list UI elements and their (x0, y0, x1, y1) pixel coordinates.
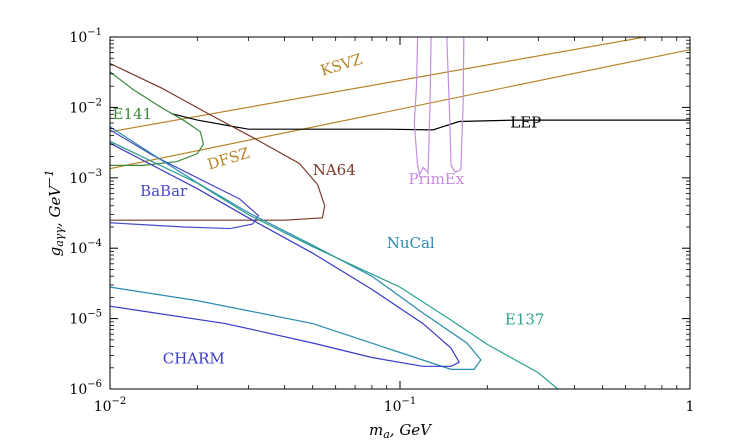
x-tick-base: 10 (384, 399, 402, 415)
y-tick-label: 10−5 (69, 309, 102, 328)
x-tick-base: 1 (686, 399, 695, 415)
y-axis-label-sub: aγγ (53, 227, 66, 247)
curve-charm (110, 142, 461, 367)
y-axis-label: gaγγ, GeV−1 (43, 170, 66, 257)
x-tick-exp: −2 (112, 396, 127, 407)
chart-curves (110, 37, 690, 389)
label-lep: LEP (510, 113, 541, 131)
x-tick-label: 10−2 (94, 396, 127, 415)
region-labels: KSVZDFSZLEPPrimExE141NA64BaBarNuCalE137C… (112, 50, 544, 368)
x-axis-label-sub: a (383, 428, 390, 441)
y-tick-base: 10 (69, 312, 87, 328)
axis-ticks: 10−2 10−1 110−610−510−410−310−210−1 (69, 27, 694, 415)
x-axis-label: ma, GeV (369, 421, 433, 441)
curve-primex (413, 37, 465, 177)
y-tick-exp: −1 (87, 27, 102, 38)
y-tick-exp: −6 (87, 379, 102, 390)
label-ksvz: KSVZ (318, 50, 364, 80)
y-tick-base: 10 (69, 171, 87, 187)
curve-e137 (110, 140, 559, 389)
label-na64: NA64 (313, 161, 356, 179)
curve-nucal (110, 126, 482, 370)
curve-babar (110, 129, 260, 230)
label-charm: CHARM (163, 350, 225, 368)
curve-na64 (110, 62, 326, 221)
y-tick-label: 10−1 (69, 27, 102, 46)
curve-dfsz (110, 49, 690, 170)
y-tick-exp: −2 (87, 97, 102, 108)
label-e141: E141 (112, 105, 152, 123)
x-tick-label: 10−1 (384, 396, 417, 415)
curve-e141 (110, 71, 205, 166)
label-nucal: NuCal (387, 234, 435, 252)
curve-lep (170, 112, 690, 131)
label-e137: E137 (505, 311, 545, 329)
y-tick-exp: −4 (87, 238, 102, 249)
plot-frame (109, 36, 691, 390)
y-tick-label: 10−4 (69, 238, 102, 257)
y-axis-label-unit: , GeV (46, 184, 64, 227)
y-tick-label: 10−3 (69, 168, 102, 187)
y-tick-exp: −5 (87, 309, 102, 320)
y-tick-label: 10−2 (69, 97, 102, 116)
x-axis-label-symbol: m (369, 421, 383, 439)
y-tick-label: 10−6 (69, 379, 102, 398)
label-primex: PrimEx (409, 170, 465, 188)
y-axis-label-symbol: g (46, 247, 64, 257)
y-tick-exp: −3 (87, 168, 102, 179)
label-babar: BaBar (140, 182, 188, 200)
x-tick-base: 10 (94, 399, 112, 415)
curve-ksvz (110, 37, 646, 133)
x-tick-exp: −1 (402, 396, 417, 407)
y-tick-base: 10 (69, 100, 87, 116)
y-axis-label-exp: −1 (43, 170, 56, 186)
y-tick-base: 10 (69, 241, 87, 257)
y-tick-base: 10 (69, 30, 87, 46)
x-axis-label-unit: , GeV (390, 421, 433, 439)
x-tick-label: 1 (686, 399, 695, 415)
y-tick-base: 10 (69, 382, 87, 398)
